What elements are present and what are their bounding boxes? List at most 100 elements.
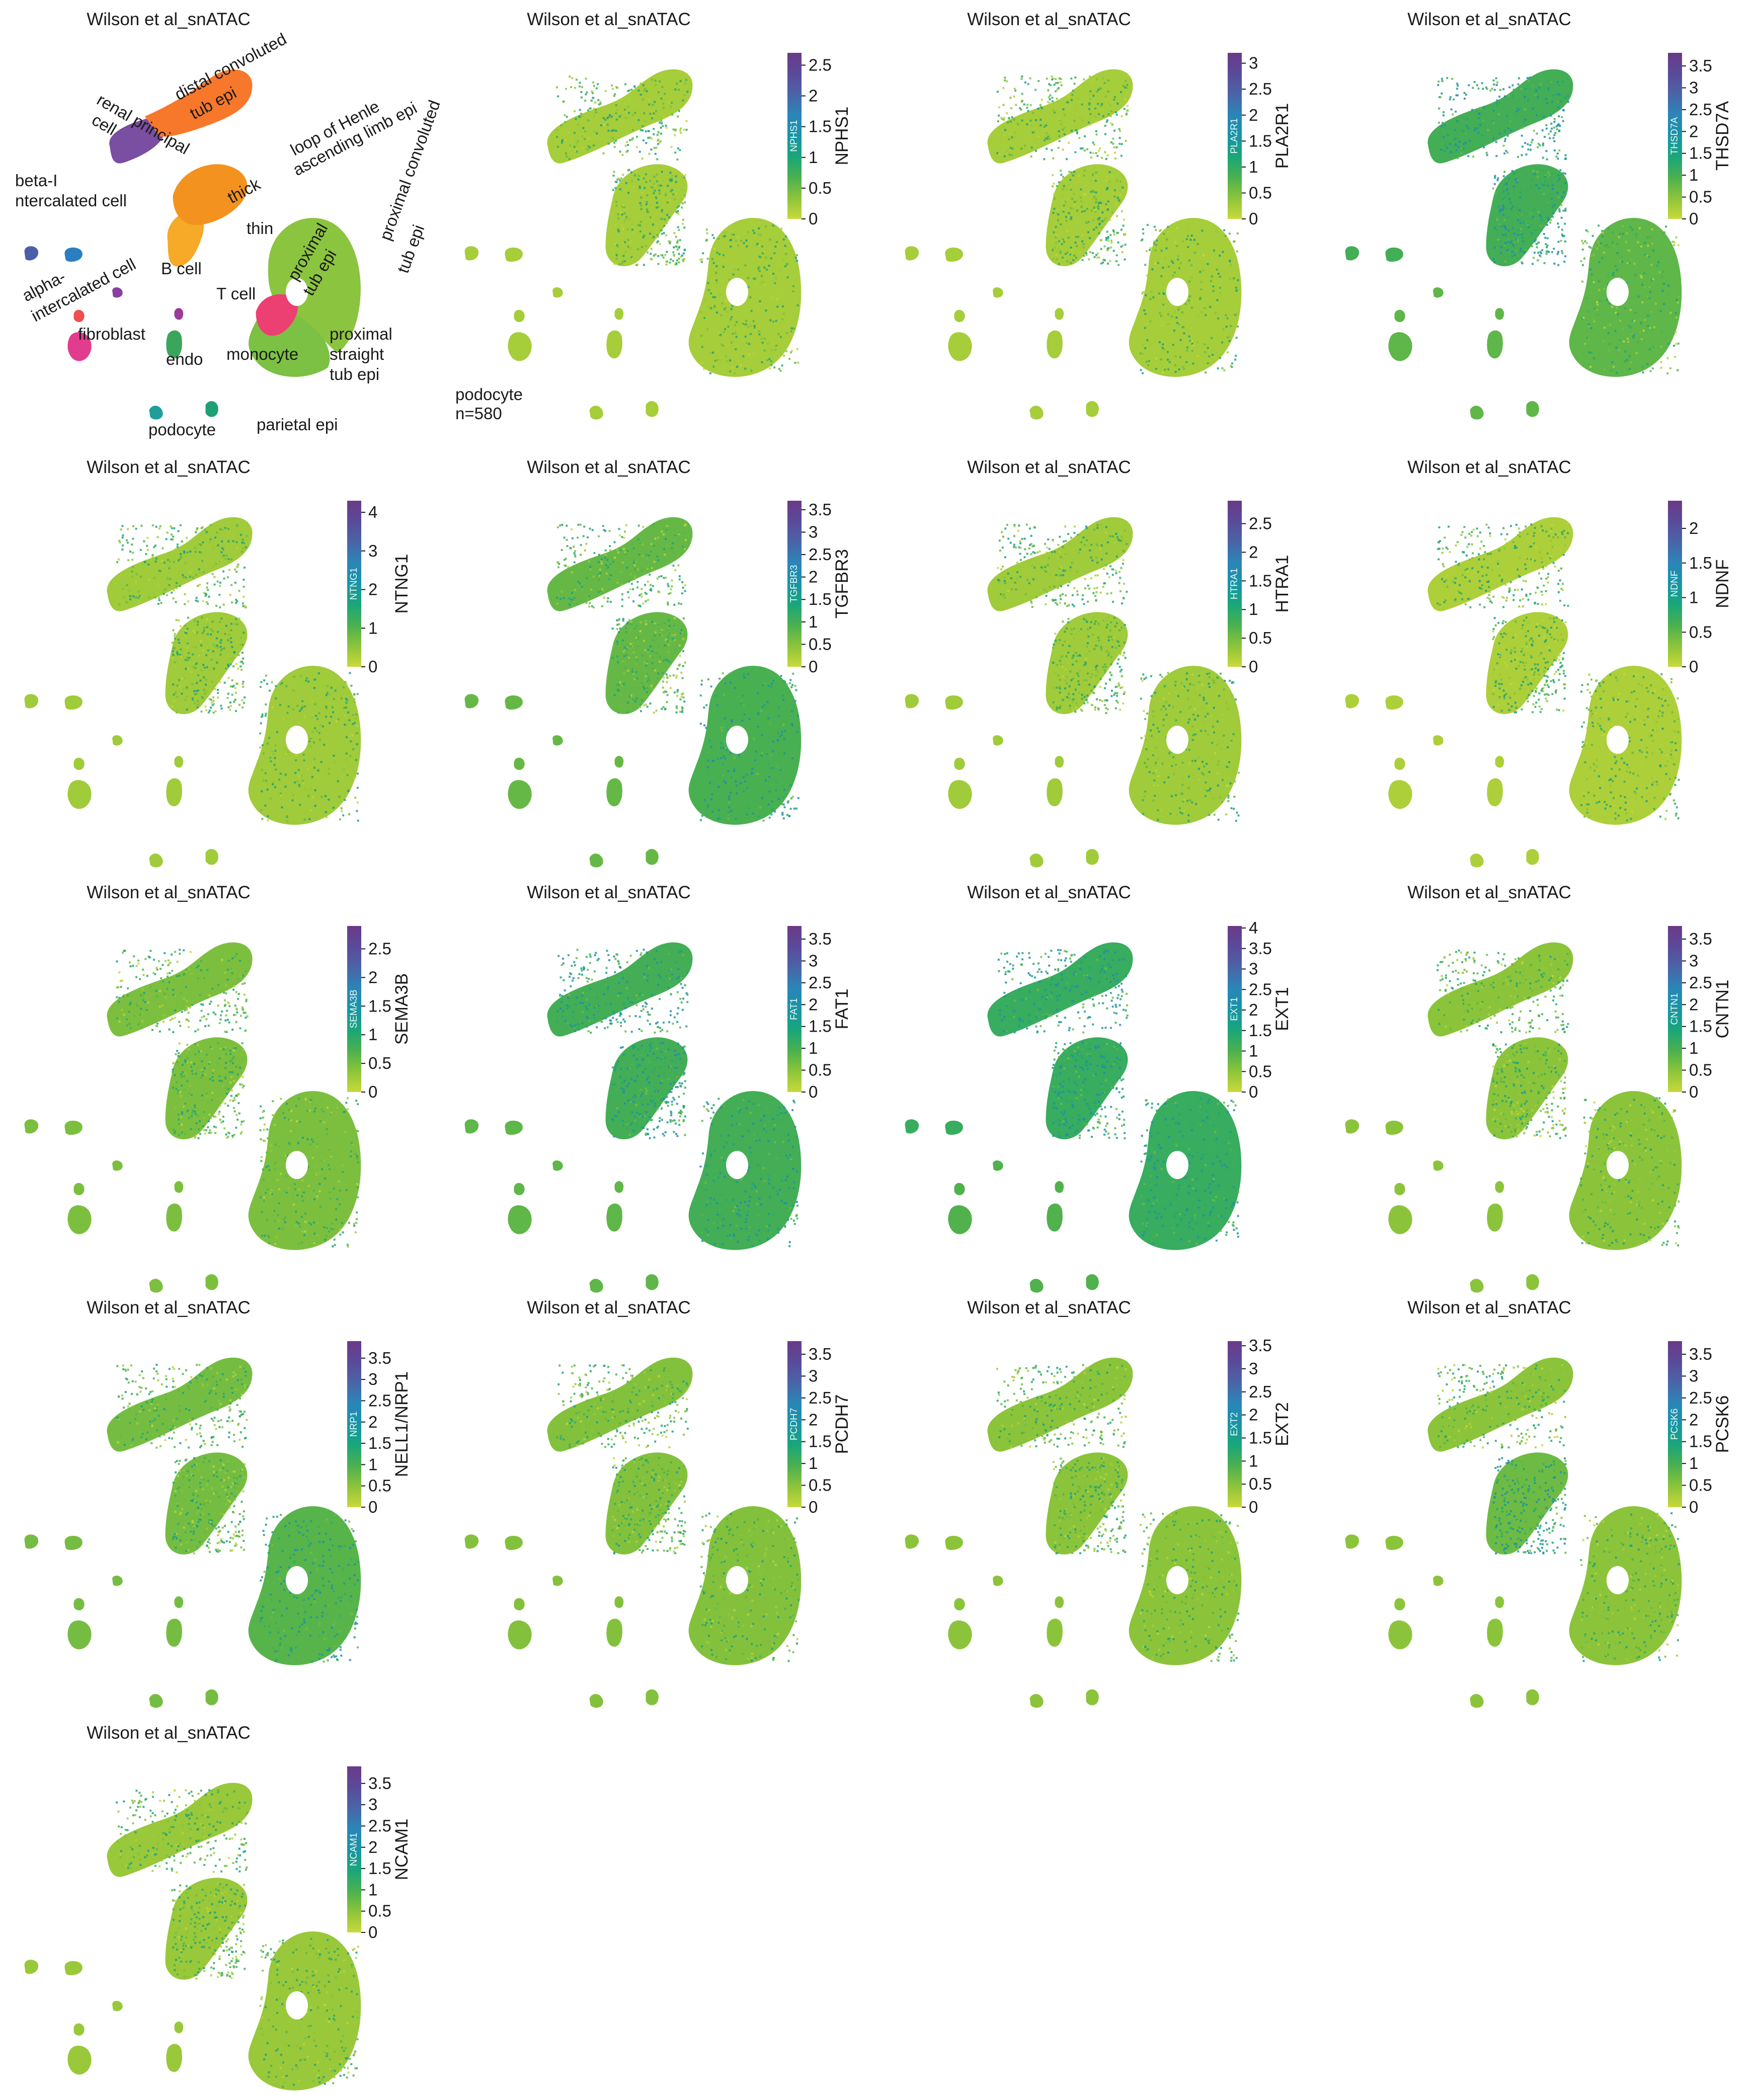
cell-dot: [1519, 250, 1522, 252]
cell-dot: [778, 368, 780, 370]
cell-dot: [571, 537, 574, 539]
cell-dot: [1118, 571, 1121, 573]
cell-dot: [299, 804, 301, 806]
cell-dot: [1030, 542, 1032, 545]
cell-dot: [1450, 108, 1453, 111]
cell-dot: [622, 255, 625, 257]
cell-dot: [1062, 644, 1064, 646]
cell-dot: [754, 759, 756, 761]
cell-dot: [617, 580, 620, 582]
cell-dot: [683, 196, 686, 198]
cell-dot: [1224, 679, 1226, 682]
cell-dot: [717, 786, 720, 788]
cell-dot: [1095, 198, 1097, 200]
cell-dot: [1095, 226, 1098, 228]
cell-dot: [1197, 779, 1200, 781]
cell-dot: [1205, 781, 1207, 784]
cell-dot: [561, 139, 564, 141]
cell-dot: [682, 532, 684, 534]
cell-dot: [1109, 671, 1111, 674]
cell-dot: [1499, 208, 1501, 211]
colorbar-tick-label: 1: [368, 618, 377, 637]
cell-dot: [1079, 549, 1081, 551]
cluster-mark: [1047, 330, 1063, 359]
cell-dot: [1160, 809, 1162, 811]
cell-dot: [681, 677, 684, 679]
colorbar-inner-label: THSD7A: [1669, 117, 1680, 154]
cell-dot: [676, 694, 678, 697]
cell-dot: [1186, 349, 1188, 352]
cell-dot: [791, 724, 793, 727]
cell-dot: [623, 655, 625, 657]
cell-dot: [676, 707, 678, 710]
cell-dot: [1232, 315, 1234, 318]
cell-dot: [637, 224, 640, 226]
cell-dot: [1119, 577, 1122, 579]
cell-dot: [579, 85, 581, 88]
cell-dot: [169, 561, 171, 563]
cell-dot: [678, 261, 680, 264]
cell-dot: [1202, 694, 1204, 696]
cell-dot: [340, 697, 343, 699]
cell-dot: [1207, 347, 1209, 349]
cell-dot: [1030, 124, 1033, 127]
cell-dot: [1158, 730, 1160, 733]
cell-dot: [1073, 587, 1076, 589]
cell-dot: [631, 684, 634, 686]
cell-dot: [701, 815, 703, 817]
cell-dot: [1187, 246, 1189, 248]
cell-dot: [219, 606, 221, 608]
cell-dot: [644, 584, 646, 586]
cell-dot: [186, 709, 188, 711]
cell-dot: [1657, 254, 1659, 256]
cell-dot: [782, 305, 784, 307]
cell-dot: [1503, 218, 1506, 221]
cell-dot: [1100, 649, 1102, 651]
cell-dot: [997, 579, 999, 581]
cell-dot: [1071, 710, 1074, 712]
cell-dot: [661, 210, 663, 213]
cell-dot: [1074, 242, 1077, 244]
cell-dot: [1059, 77, 1061, 80]
cell-dot: [1530, 76, 1532, 79]
cell-dot: [234, 568, 236, 571]
cell-dot: [1060, 693, 1063, 696]
cell-dot: [307, 795, 309, 797]
cell-dot: [1071, 629, 1073, 631]
cell-dot: [1525, 88, 1528, 90]
cell-dot: [1204, 307, 1206, 309]
cell-dot: [666, 701, 668, 704]
cell-dot: [644, 88, 647, 90]
cell-dot: [1108, 181, 1111, 183]
cell-dot: [789, 679, 792, 681]
cell-dot: [1055, 599, 1057, 601]
cell-dot: [604, 549, 607, 552]
cell-dot: [1452, 113, 1454, 116]
cell-dot: [668, 216, 671, 218]
cell-dot: [1520, 88, 1523, 90]
cell-dot: [784, 730, 786, 732]
cell-dot: [1075, 702, 1078, 705]
cell-dot: [1634, 312, 1637, 314]
cell-dot: [1203, 254, 1205, 256]
cell-dot: [570, 86, 572, 89]
cell-dot: [1473, 129, 1476, 131]
cell-dot: [656, 180, 658, 183]
cell-dot: [579, 82, 581, 84]
cell-dot: [1481, 134, 1483, 136]
cell-dot: [670, 187, 672, 189]
cell-dot: [563, 564, 566, 567]
cell-dot: [1078, 137, 1081, 139]
cell-dot: [1111, 646, 1113, 648]
cell-dot: [717, 360, 720, 362]
cell-dot: [1170, 260, 1173, 262]
cell-dot: [629, 629, 631, 632]
cell-dot: [660, 218, 663, 220]
cell-dot: [645, 665, 648, 667]
cell-dot: [1094, 709, 1096, 711]
cell-dot: [1081, 210, 1083, 213]
cell-dot: [615, 251, 618, 253]
cell-dot: [1060, 84, 1063, 87]
cell-dot: [591, 529, 594, 531]
cell-dot: [1110, 568, 1113, 571]
